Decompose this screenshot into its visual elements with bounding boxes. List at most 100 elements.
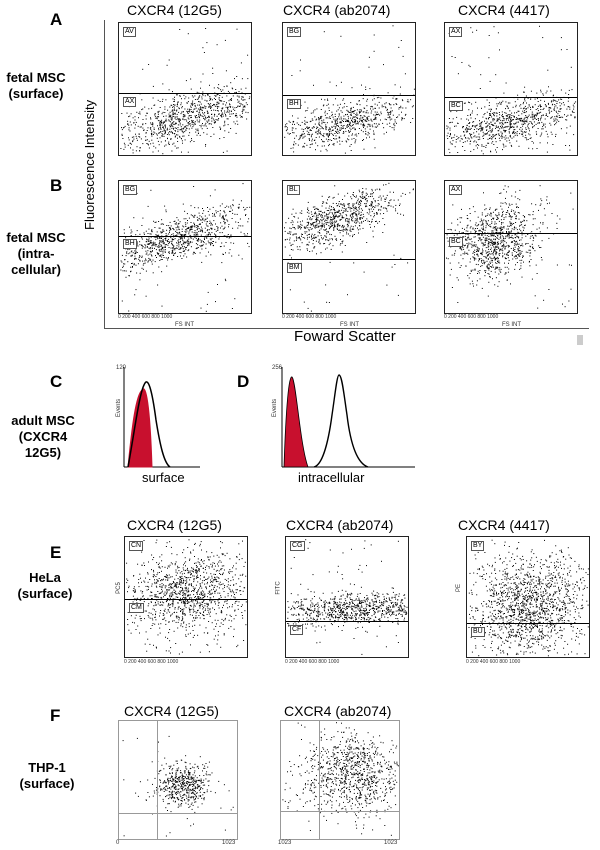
e-x-ticks: 0 200 400 600 800 1000	[466, 659, 521, 665]
col-title-12g5: CXCR4 (12G5)	[127, 2, 222, 18]
gate-label: BL	[287, 185, 300, 195]
gate-line	[119, 93, 251, 94]
histogram-d-stained	[313, 374, 369, 468]
c-events: Events	[116, 398, 123, 418]
gate-label: BG	[287, 27, 302, 37]
histogram-c-plot	[123, 367, 200, 468]
d-ymax: 256	[272, 365, 283, 371]
gate-label: CM	[129, 603, 144, 613]
gate-line	[283, 95, 415, 96]
x-ticks: 0 200 400 600 800 1000	[444, 314, 499, 320]
plot-e-4417: BY BU	[466, 536, 590, 658]
scatter-e-4417	[468, 539, 589, 657]
row-label-adult-msc: adult MSC (CXCR4 12G5)	[11, 413, 75, 460]
axis-code: FS INT	[502, 322, 521, 328]
gate-label: AV	[123, 27, 136, 37]
quadrant-v	[319, 721, 320, 839]
plot-a-ab2074: BG BH	[282, 22, 416, 156]
f-x-tick: 1023	[278, 840, 292, 846]
histogram-c-stained	[127, 381, 171, 468]
e-ylabel-fitc: FITC	[275, 581, 282, 595]
row-label-fetal-surface: fetal MSC (surface)	[6, 70, 66, 101]
row-label-hela: HeLa (surface)	[17, 570, 73, 601]
panel-letter-f: F	[50, 706, 61, 725]
plot-b-ab2074: BL BM	[282, 180, 416, 314]
plot-b-12g5: BG BH	[118, 180, 252, 314]
gate-line	[119, 236, 251, 237]
histogram-d-plot	[281, 367, 415, 468]
gate-label: AX	[123, 97, 137, 107]
gate-label: CN	[129, 541, 144, 551]
histogram-d: 256 Events	[270, 365, 415, 468]
gate-label: BC	[449, 237, 463, 247]
plot-a-12g5: AV AX	[118, 22, 252, 156]
gate-line	[445, 233, 577, 234]
plot-e-ab2074: CG CF	[285, 536, 409, 658]
f-x-tick: 1023	[222, 840, 236, 846]
scatter-a-ab2074	[284, 25, 415, 154]
gate-label: BH	[123, 239, 137, 249]
scatter-b-ab2074	[284, 182, 414, 312]
col-title-ab2074: CXCR4 (ab2074)	[283, 2, 391, 18]
gate-line	[467, 623, 589, 624]
x-axis-title: Foward Scatter	[294, 328, 396, 345]
scatter-a-4417	[446, 25, 577, 155]
gate-label: AX	[449, 27, 463, 37]
plot-f-ab2074	[280, 720, 400, 840]
e-col-title-ab2074: CXCR4 (ab2074)	[286, 517, 394, 533]
panel-letter-a: A	[50, 10, 63, 29]
panel-letter-e: E	[50, 543, 62, 562]
scatter-a-12g5	[120, 28, 251, 155]
f-x-tick: 1023	[384, 840, 398, 846]
gate-label: CG	[290, 541, 305, 551]
f-col-title-12g5: CXCR4 (12G5)	[124, 703, 219, 719]
row-label-fetal-intracellular: fetal MSC (intra- cellular)	[6, 230, 66, 277]
e-x-ticks: 0 200 400 600 800 1000	[124, 659, 179, 665]
plot-a-4417: AX BC	[444, 22, 578, 156]
x-ticks: 0 200 400 600 800 1000	[118, 314, 173, 320]
f-col-title-ab2074: CXCR4 (ab2074)	[284, 703, 392, 719]
gate-line	[125, 599, 247, 600]
axis-code: FS INT	[340, 322, 359, 328]
d-events: Events	[272, 398, 279, 418]
gate-label: BH	[287, 99, 301, 109]
y-axis-title: Fluorescence Intensity	[82, 99, 97, 230]
panel-letter-d: D	[237, 372, 250, 391]
scatter-f-ab2074	[282, 722, 399, 836]
scatter-e-ab2074	[287, 539, 408, 655]
x-ticks: 0 200 400 600 800 1000	[282, 314, 337, 320]
scatter-b-4417	[446, 185, 574, 309]
row-label-thp1: THP-1 (surface)	[19, 760, 75, 791]
top-frame	[104, 20, 589, 329]
gate-line	[445, 97, 577, 98]
gate-label: AX	[449, 185, 463, 195]
e-col-title-4417: CXCR4 (4417)	[458, 517, 550, 533]
gate-label: BY	[471, 541, 485, 551]
plot-f-12g5	[118, 720, 238, 840]
scatter-b-12g5	[120, 183, 251, 312]
gate-label: BM	[287, 263, 302, 273]
plot-b-4417: AX BC	[444, 180, 578, 314]
quadrant-h	[281, 811, 399, 812]
scroll-marker	[577, 335, 583, 345]
plot-e-12g5: CN CM	[124, 536, 248, 658]
c-ymax: 120	[116, 365, 127, 371]
histogram-d-isotype	[283, 376, 309, 468]
histogram-c: 120 Events	[114, 365, 200, 468]
e-ylabel-pc5: PC5	[115, 582, 122, 594]
f-x-tick: 0	[116, 840, 120, 846]
scatter-e-12g5	[126, 539, 247, 655]
gate-label: BU	[471, 627, 485, 637]
panel-letter-b: B	[50, 176, 63, 195]
gate-line	[283, 259, 415, 260]
e-ylabel-pe: PE	[456, 583, 463, 593]
scatter-f-12g5	[122, 735, 234, 837]
c-xlabel: surface	[142, 470, 185, 485]
e-x-ticks: 0 200 400 600 800 1000	[285, 659, 340, 665]
quadrant-v	[157, 721, 158, 839]
panel-letter-c: C	[50, 372, 63, 391]
gate-label: BG	[123, 185, 138, 195]
gate-label: CF	[290, 625, 304, 635]
e-col-title-12g5: CXCR4 (12G5)	[127, 517, 222, 533]
col-title-4417: CXCR4 (4417)	[458, 2, 550, 18]
